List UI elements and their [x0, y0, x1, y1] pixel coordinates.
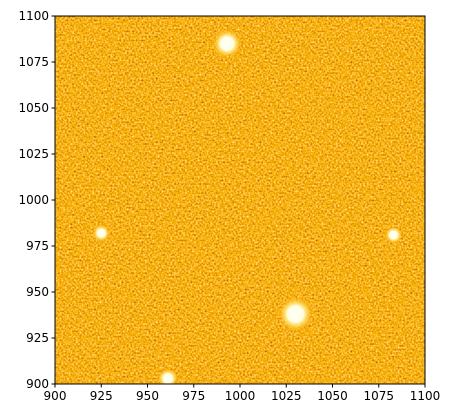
- y-tick-label: 1000: [18, 193, 49, 207]
- x-tick-label: 1100: [410, 389, 441, 403]
- y-tick-label: 900: [26, 377, 49, 391]
- x-tick-label: 900: [44, 389, 67, 403]
- image-area: [55, 16, 425, 384]
- y-tick-label: 925: [26, 331, 49, 345]
- x-tick-label: 1075: [363, 389, 394, 403]
- y-tick-label: 950: [26, 285, 49, 299]
- source: [157, 368, 179, 384]
- image-noise: [55, 16, 425, 384]
- y-tick-label: 1075: [18, 55, 49, 69]
- x-tick-label: 950: [136, 389, 159, 403]
- source: [92, 224, 111, 242]
- y-tick-label: 1025: [18, 147, 49, 161]
- x-tick-label: 925: [90, 389, 113, 403]
- source: [384, 226, 403, 244]
- x-tick-label: 1050: [317, 389, 348, 403]
- x-tick-label: 975: [182, 389, 205, 403]
- y-tick-label: 975: [26, 239, 49, 253]
- source: [277, 296, 314, 332]
- y-tick-label: 1050: [18, 101, 49, 115]
- x-tick-label: 1025: [271, 389, 302, 403]
- source: [212, 28, 242, 59]
- x-tick-label: 1000: [225, 389, 256, 403]
- y-tick-label: 1100: [18, 9, 49, 23]
